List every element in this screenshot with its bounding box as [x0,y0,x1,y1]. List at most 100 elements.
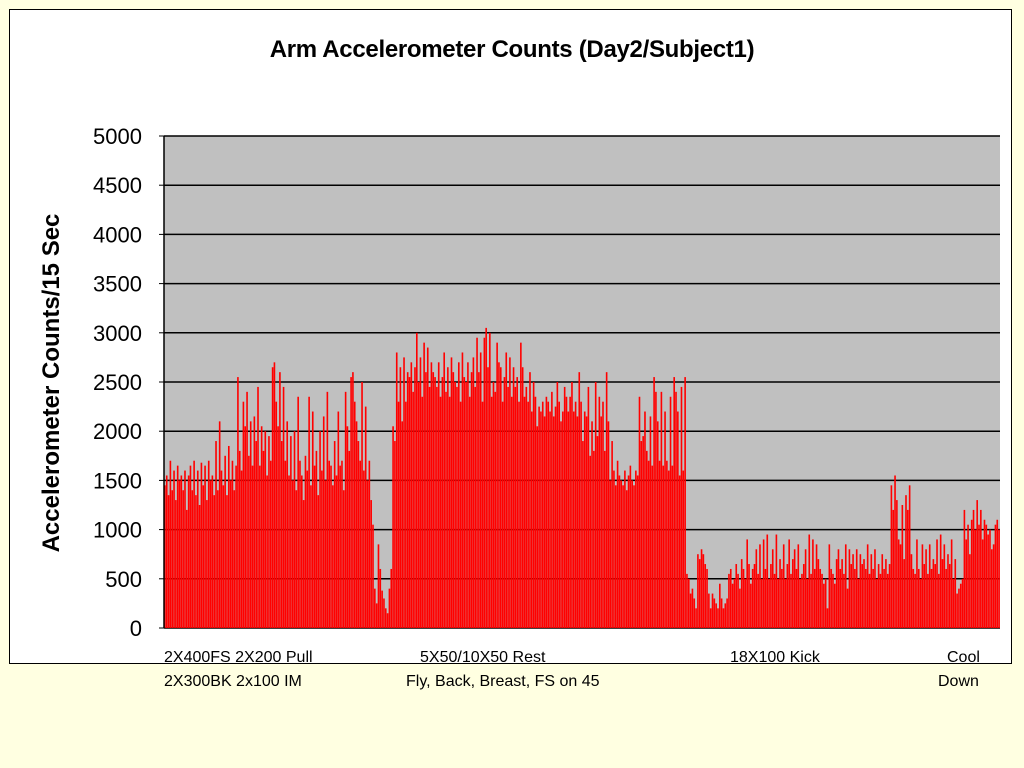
bar [978,524,980,628]
bar [728,573,730,628]
bar [248,455,250,628]
bar [363,470,365,628]
bar [218,421,221,628]
bar [173,470,175,628]
bar [571,382,573,628]
bar [885,559,887,628]
bar [476,337,478,628]
bar [817,559,820,628]
bar [560,421,562,628]
bar [735,564,738,628]
bar [489,332,491,628]
y-tick-label: 2500 [93,370,142,395]
bar [839,568,842,628]
bar [503,377,506,628]
bar [576,416,579,628]
bar [439,396,442,628]
bar [567,411,570,628]
bar [773,573,776,628]
bar [540,411,542,628]
bar [770,564,772,628]
bar [421,396,424,628]
bar [872,568,874,628]
bar [868,573,871,628]
bar [983,519,986,628]
bar [903,559,905,628]
bar [755,549,758,628]
bar [311,411,314,628]
bar [532,382,535,628]
bar [671,465,674,628]
bar [687,578,690,628]
bar [224,455,226,628]
bar [585,416,588,628]
bar [319,431,321,628]
bar [578,372,581,628]
bar [901,505,904,628]
bar [720,598,723,628]
bar [275,401,278,628]
bar [598,396,601,628]
bar [958,588,960,628]
bar [434,377,436,628]
bar [879,573,882,628]
bar [947,554,949,628]
bar [207,460,210,628]
bar [399,367,402,628]
bar [443,352,445,628]
bar [388,588,391,628]
bar [531,411,533,628]
bar [498,362,500,628]
bar [923,564,926,628]
bar [768,578,770,628]
bar [897,539,900,628]
bar [233,490,236,628]
bar [753,564,756,628]
bar [673,377,675,628]
bar [368,460,371,628]
bar [828,544,831,628]
bar [549,411,551,628]
bar [706,568,708,628]
bar [697,554,699,628]
bar [370,500,372,628]
bar [509,357,511,628]
bar [547,401,550,628]
bar [788,539,790,628]
bar [350,377,352,628]
bar [693,598,696,628]
bar [392,426,394,628]
bar [919,578,922,628]
chart-title: Arm Accelerometer Counts (Day2/Subject1) [269,36,755,63]
bar [583,411,586,628]
bar [461,352,464,628]
bar [910,554,913,628]
bar [896,500,898,628]
y-tick-label: 3500 [93,272,142,297]
bar [425,372,427,628]
bar [607,421,610,628]
caption-group1-line2: 2X300BK 2x100 IM [164,673,302,690]
bar [613,470,615,628]
bar [499,367,502,628]
bar [357,441,360,628]
bar [523,396,526,628]
bar [594,382,597,628]
bar [359,460,362,628]
bar [748,564,750,628]
y-tick-label: 500 [105,567,142,592]
bar [826,608,829,628]
bar [857,578,860,628]
bar [844,544,847,628]
bar [512,367,515,628]
y-tick-label: 5000 [93,124,142,149]
bar [961,578,964,628]
bar [322,416,325,628]
bar [536,426,539,628]
bar [366,480,369,628]
bar [394,441,396,628]
bar [713,598,716,628]
bar [558,401,560,628]
bar [892,509,895,628]
bar [994,524,997,628]
